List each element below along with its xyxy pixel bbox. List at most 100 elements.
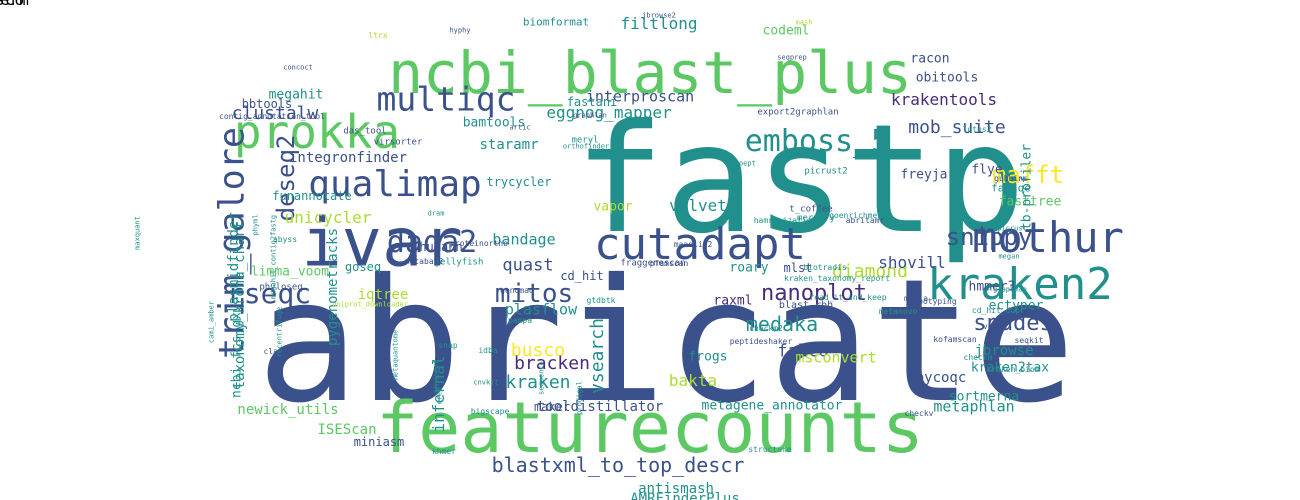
cloud-word: kraken2tax [970,360,1050,376]
cloud-word: peptideshaker [729,337,793,346]
cloud-word: codeml [762,23,810,39]
cloud-word: pfamscan [649,259,689,268]
cloud-word: ncbi_fcs_gx [229,311,245,399]
cloud-word: picrust2 [804,166,848,177]
cloud-word: fraggenescan [620,258,686,269]
cloud-word: virsorter [373,137,423,148]
cloud-word: phyloseq [259,282,303,293]
cloud-word: jbrowse [974,343,1034,359]
cloud-word: uniprot_downloader [332,300,408,309]
cloud-word: megahit [268,87,324,103]
cloud-word: vsearch [587,318,608,394]
cloud-word: fastqe [991,181,1031,195]
cloud-word: read_it_and_keep [809,293,887,302]
cloud-word: freyja [900,167,948,183]
cloud-word: obitools [915,70,979,86]
cloud-word: megahit_contig2fastg [269,214,278,300]
cloud-word: iqtree [357,287,409,303]
cloud-word: concoct [283,63,313,72]
cloud-word: abritamr [845,216,885,225]
cloud-word: prodigal [575,381,584,415]
cloud-word: ISEScan [317,422,377,438]
cloud-word: das_tool [343,126,387,137]
cloud-word: kraken_biom [986,365,1040,374]
cloud-word: staramr [479,137,539,153]
cloud-word: hamronization [753,216,817,225]
cloud-word: meryl [571,135,599,146]
cloud-word: spotyping [913,297,957,306]
cloud-word: filtlong [620,14,698,33]
cloud-word: busco [510,340,566,361]
cloud-word: racon [910,51,950,67]
cloud-word: quast [502,255,554,276]
cloud-word: megan [998,252,1020,261]
cloud-word: proteinortho [450,239,508,248]
cloud-word: AMRFinderPlus [630,491,740,500]
cloud-word: bbtools [241,97,293,111]
cloud-word: qualimap [308,164,482,205]
cloud-word: ivar [301,203,463,282]
cloud-word: kraken2 [927,259,1113,310]
cloud-word: bamtools [462,115,526,131]
cloud-word: dada2 [386,225,478,260]
cloud-word: disco [0,0,24,8]
cloud-word: tooldistillator [536,399,664,415]
cloud-word: graphmap [993,285,1027,294]
cloud-word: interproscan [585,87,695,106]
cloud-word: medaka [745,312,819,336]
cloud-word: biotradis [803,263,847,272]
cloud-word: bigscape [470,407,510,416]
cloud-word: fastani [566,95,618,109]
cloud-word: eggnog_mapper [546,103,672,122]
cloud-word: gtdbtk [586,296,616,305]
cloud-word: bakta [668,371,718,390]
cloud-word: mafft [991,161,1065,189]
cloud-word: seqprep [777,53,807,62]
cloud-word: miniasm [353,435,405,449]
cloud-word: mothur [972,213,1124,262]
cloud-word: featurecounts [376,387,924,469]
cloud-word: kofamscan [933,335,977,344]
cloud-word: lotus2 [962,125,992,134]
cloud-word: graphlan [573,111,607,120]
cloud-word: metaphlan [933,397,1015,416]
cloud-word: abricate [256,243,1076,441]
cloud-word: raxml [713,293,753,309]
cloud-word: sequence [537,361,546,395]
cloud-word: checkm [963,353,993,362]
cloud-word: maaslin2 [673,240,713,249]
cloud-word: pygenometracks [325,227,341,347]
cloud-word: orthofinder [562,142,610,151]
cloud-word: pycoqc [915,370,967,386]
cloud-word: abyss [272,235,298,244]
cloud-word: cnvkit [473,378,499,387]
cloud-word: cd_hit_dup [971,306,1021,315]
cloud-word: integronfinder [288,150,408,166]
cloud-word: prokka [233,105,401,159]
cloud-word: gubbins [994,174,1028,183]
cloud-word: contig_annotation_tool [219,112,325,121]
cloud-word: maxquant [133,216,142,250]
cloud-word: frogs [688,349,728,365]
cloud-word: blast_rbh [778,300,834,311]
cloud-word: shovill [878,253,946,272]
cloud-word: bandage [492,230,556,249]
cloud-word: unicycler [284,208,372,227]
cloud-word: mash [795,18,813,27]
cloud-word: clair3 [263,347,293,356]
cloud-word: pampa [507,316,533,325]
cloud-word: metaquantome [391,329,400,381]
cloud-word: plasflow [504,300,578,319]
cloud-word: coverm [0,0,29,8]
cloud-word: metanovo [878,307,918,316]
cloud-word: metabat2 [404,257,444,266]
cloud-word: emboss_5 [744,124,890,159]
cloud-word: genomad [500,286,534,295]
cloud-word: bracken [514,353,590,374]
cloud-word: blastxml_to_top_descr [491,453,745,477]
cloud-word: velvet [669,196,727,215]
cloud-word: antismash [638,481,714,497]
cloud-word: maker [533,400,571,414]
cloud-word: mercury [797,213,835,224]
